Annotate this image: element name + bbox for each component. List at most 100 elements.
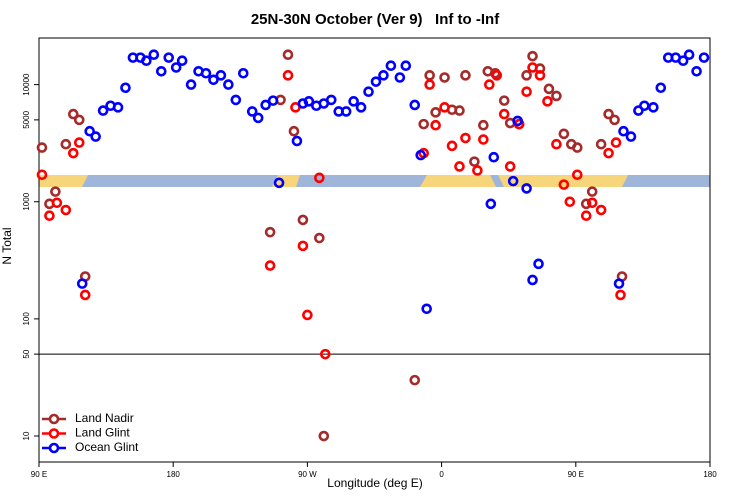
y-tick-label: 50	[22, 349, 31, 358]
legend-marker	[48, 413, 60, 425]
point	[112, 102, 124, 113]
point	[370, 76, 382, 87]
point	[498, 95, 510, 106]
point	[84, 125, 95, 137]
point	[603, 147, 614, 159]
point	[176, 55, 188, 67]
point	[655, 82, 667, 94]
point	[472, 165, 483, 176]
point	[67, 147, 79, 159]
point	[580, 198, 592, 210]
legend-marker	[48, 442, 60, 454]
point	[363, 86, 374, 97]
point	[507, 175, 519, 187]
chart-title: 25N-30N October (Ver 9) Inf to -Inf	[251, 11, 500, 28]
point	[543, 83, 555, 95]
y-axis-title: N Total	[0, 227, 14, 264]
point	[484, 79, 495, 90]
point	[454, 161, 465, 172]
legend-label: Land Glint	[75, 426, 130, 440]
point	[691, 65, 702, 77]
land-band	[420, 175, 496, 187]
point	[698, 52, 710, 63]
point	[610, 137, 622, 148]
point	[615, 289, 626, 301]
point	[314, 172, 325, 184]
point	[273, 177, 285, 189]
point	[424, 70, 435, 81]
point	[230, 94, 242, 106]
point	[491, 70, 503, 81]
y-tick-label: 10	[22, 431, 31, 440]
point	[521, 183, 532, 194]
point	[527, 62, 538, 73]
point	[409, 99, 421, 111]
point	[163, 52, 175, 63]
point	[120, 82, 131, 94]
point	[551, 138, 562, 150]
point	[67, 108, 79, 120]
point	[478, 134, 489, 145]
point	[558, 179, 570, 190]
point	[527, 50, 538, 62]
point	[454, 105, 465, 116]
point	[155, 65, 167, 77]
point	[498, 108, 510, 120]
point	[267, 95, 279, 106]
point	[185, 79, 197, 90]
point	[385, 60, 397, 72]
point	[439, 72, 450, 83]
legend-marker	[48, 428, 60, 439]
point	[558, 128, 570, 140]
point	[603, 108, 614, 120]
point	[469, 156, 480, 167]
point	[97, 105, 109, 116]
point	[288, 125, 300, 137]
point	[648, 102, 659, 113]
point	[460, 132, 471, 144]
point	[79, 289, 91, 301]
point	[534, 70, 546, 81]
point	[618, 125, 629, 137]
point	[318, 430, 330, 442]
x-tick-label: 180	[703, 470, 717, 479]
point	[521, 70, 532, 81]
point	[51, 197, 63, 209]
point	[319, 348, 331, 360]
x-tick-label: 90 E	[31, 470, 47, 479]
x-tick-label: 90 E	[568, 470, 584, 479]
series	[76, 49, 710, 315]
point	[488, 151, 500, 163]
point	[264, 260, 276, 271]
point	[73, 137, 85, 148]
point	[504, 161, 516, 172]
y-tick-label: 10000	[22, 73, 31, 96]
point	[595, 204, 607, 216]
y-tick-label: 5000	[22, 110, 31, 128]
point	[609, 114, 620, 126]
point	[50, 186, 61, 197]
x-axis-title: Longitude (deg E)	[327, 476, 422, 490]
x-tick-label: 180	[167, 470, 181, 479]
point	[291, 135, 303, 147]
point	[90, 131, 101, 142]
point	[551, 90, 562, 102]
point	[170, 62, 182, 73]
point	[564, 196, 576, 208]
point	[302, 309, 313, 321]
point	[409, 374, 421, 386]
point	[683, 49, 695, 61]
point	[141, 55, 152, 67]
x-tick-label: 90 W	[298, 470, 317, 479]
point	[148, 49, 160, 61]
point	[208, 74, 219, 86]
series	[36, 49, 628, 442]
point	[613, 278, 625, 289]
point	[36, 142, 48, 153]
point	[223, 79, 234, 90]
land-band	[39, 175, 88, 187]
point	[430, 107, 441, 118]
point	[264, 226, 276, 238]
point	[677, 55, 689, 67]
